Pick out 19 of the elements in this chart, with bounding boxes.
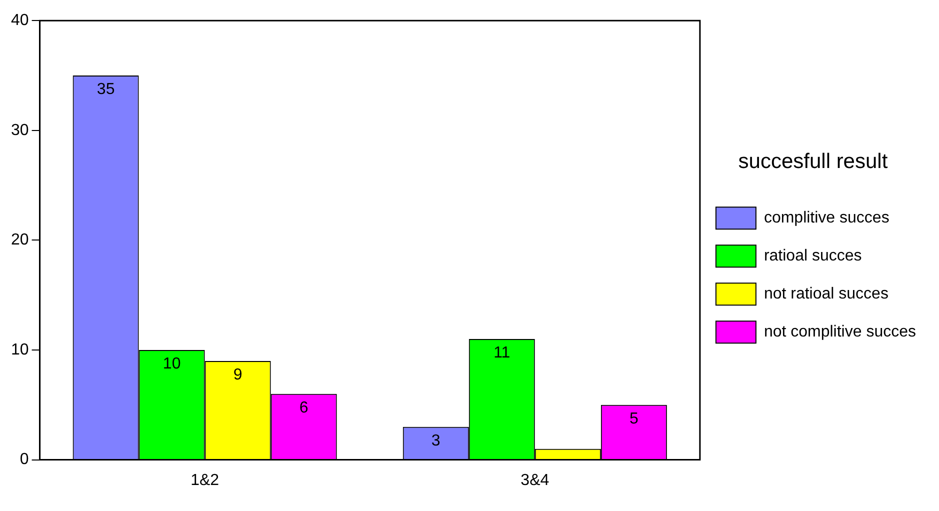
data-label: 10 — [162, 355, 181, 372]
legend-label: complitive succes — [764, 210, 890, 227]
x-tick-label: 3&4 — [520, 472, 550, 489]
legend-label: not ratioal succes — [764, 286, 888, 303]
legend-label: not complitive succes — [764, 324, 916, 341]
y-tick-label: 20 — [11, 232, 29, 249]
data-label: 6 — [299, 399, 308, 416]
x-tick-label: 1&2 — [190, 472, 220, 489]
legend-label: ratioal succes — [764, 248, 862, 265]
data-label: 5 — [629, 410, 638, 428]
y-tick-label: 10 — [11, 341, 29, 358]
data-label: 9 — [233, 366, 242, 384]
y-tick-label: 30 — [11, 122, 29, 139]
data-label: 3 — [431, 432, 440, 450]
legend-title: succesfull result — [738, 150, 888, 174]
y-tick-label: 0 — [20, 451, 29, 468]
data-label: 35 — [96, 80, 115, 98]
y-tick-label: 40 — [11, 12, 29, 30]
data-label: 11 — [494, 344, 510, 362]
